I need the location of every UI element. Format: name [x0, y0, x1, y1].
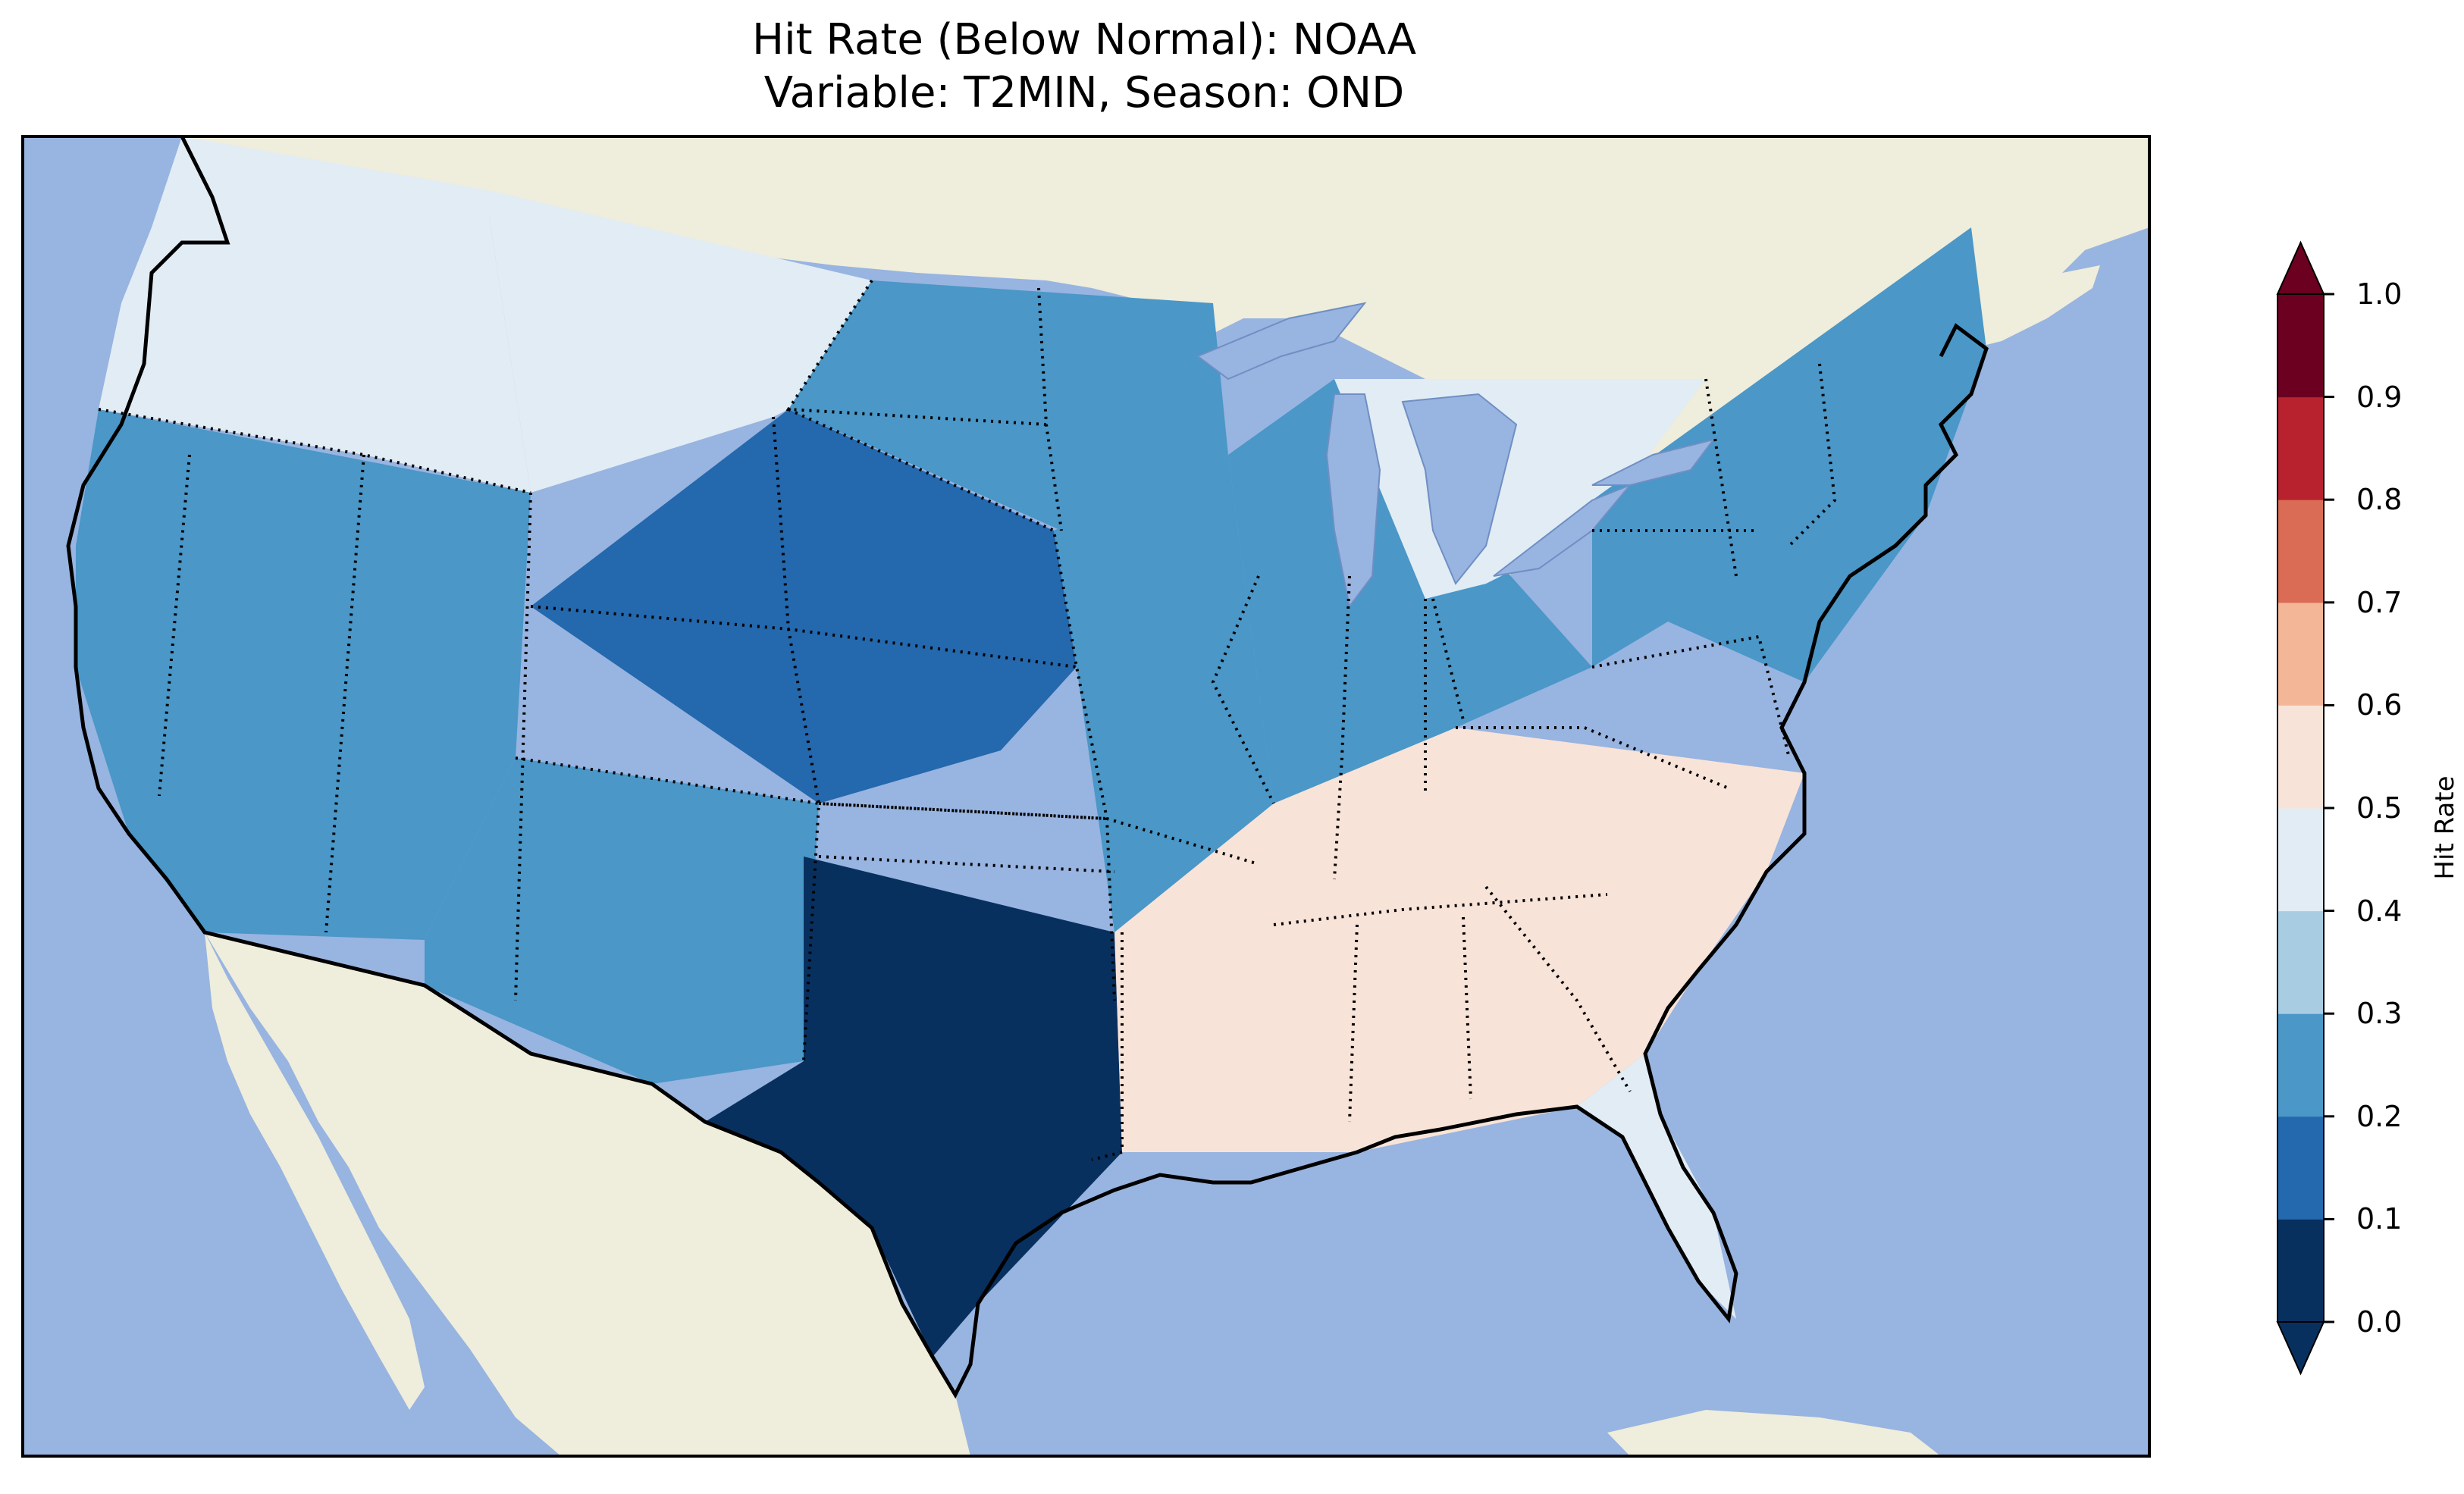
colorbar-bin: [2277, 1219, 2324, 1323]
map-frame: [21, 135, 2151, 1458]
colorbar-tick-label: 0.8: [2356, 483, 2403, 517]
region-texas: [705, 857, 1122, 1357]
maritimes-land: [1964, 265, 2100, 349]
colorbar-tick-label: 0.3: [2356, 997, 2403, 1031]
colorbar-tick-label: 0.5: [2356, 791, 2403, 825]
colorbar-bin: [2277, 705, 2324, 809]
state-borders: [98, 279, 1837, 1161]
colorbar-bin: [2277, 396, 2324, 500]
region-southeast: [1114, 728, 1804, 1152]
region-southwest: [425, 758, 819, 1084]
region-pacific-northwest: [99, 136, 531, 493]
region-great-basin: [76, 409, 531, 940]
region-midwest: [1228, 379, 1592, 879]
region-central-rockies: [531, 409, 1077, 803]
colorbar-bin: [2277, 910, 2324, 1014]
colorbar-bin: [2277, 294, 2324, 398]
region-central-plains: [1054, 455, 1274, 932]
colorbar-bin: [2277, 500, 2324, 603]
colorbar-label: Hit Rate: [2430, 775, 2460, 880]
colorbar-tick-label: 0.4: [2356, 894, 2403, 928]
colorbar-tick-label: 1.0: [2356, 277, 2403, 311]
colorbar-extend-bottom: [2276, 1321, 2325, 1376]
colorbar-extend-top: [2276, 240, 2325, 295]
colorbar-bin: [2277, 1013, 2324, 1117]
region-northeast: [1592, 227, 1986, 682]
us-coastline: [66, 136, 1989, 1399]
colorbar-bin: [2277, 808, 2324, 912]
region-northern-rockies: [485, 189, 872, 493]
baja-land: [205, 932, 425, 1410]
map-title-line-1: Hit Rate (Below Normal): NOAA: [751, 15, 1417, 64]
region-florida: [1577, 1054, 1736, 1319]
colorbar-tick-label: 0.0: [2356, 1305, 2403, 1339]
cuba-land: [1607, 1410, 1941, 1456]
mexico-land: [205, 932, 970, 1456]
colorbar-tick-label: 0.6: [2356, 688, 2403, 722]
region-northern-plains: [788, 280, 1228, 531]
colorbar-bin: [2277, 1116, 2324, 1220]
colorbar-bin: [2277, 602, 2324, 706]
colorbar-tick-label: 0.2: [2356, 1099, 2403, 1133]
colorbar-tick-label: 0.9: [2356, 380, 2403, 414]
colorbar-tick-label: 0.7: [2356, 585, 2403, 619]
colorbar-tick-label: 0.1: [2356, 1202, 2403, 1236]
great-lakes: [1196, 302, 1716, 609]
map-title-line-2: Variable: T2MIN, Season: OND: [763, 68, 1405, 117]
